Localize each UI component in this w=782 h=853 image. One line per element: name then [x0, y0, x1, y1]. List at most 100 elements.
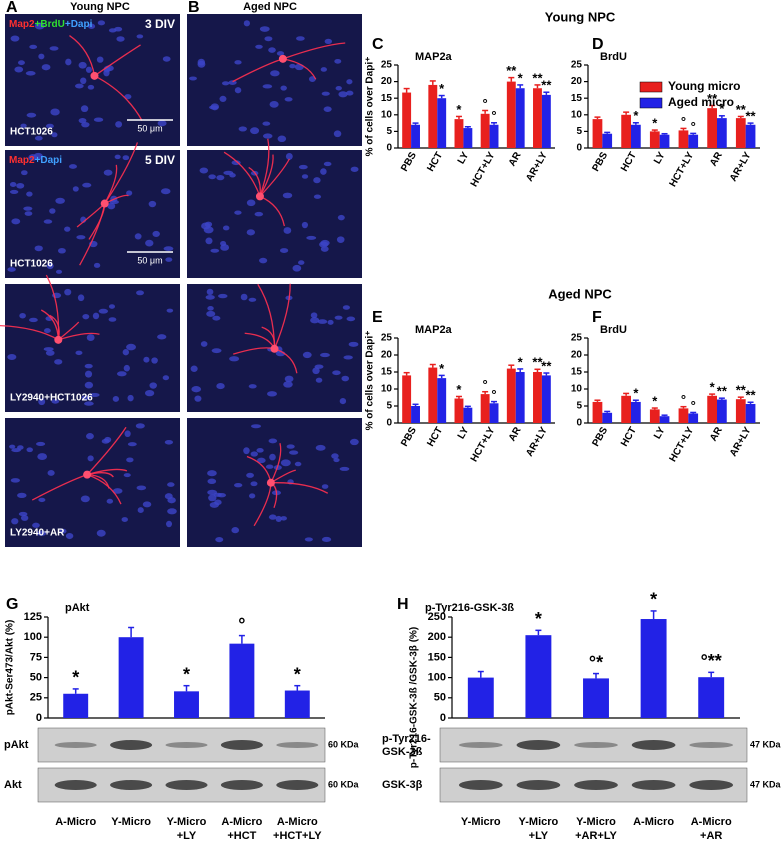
nucleus: [7, 267, 16, 272]
x-tick-line: Y-Micro: [461, 816, 501, 828]
blot-row-label-line: pAkt: [4, 739, 29, 751]
nucleus: [335, 85, 342, 91]
blot-band: [220, 780, 263, 790]
x-tick-label: AR: [708, 425, 725, 444]
nucleus: [157, 334, 167, 340]
y-tick-label: 15: [381, 367, 393, 378]
nucleus: [43, 328, 51, 334]
nucleus: [285, 152, 293, 160]
error-bar: [737, 396, 744, 400]
nucleus: [10, 478, 21, 483]
error-bar: [128, 626, 135, 638]
bar: [649, 131, 660, 148]
x-tick-label: HCT: [619, 425, 639, 448]
image-background: [5, 14, 180, 146]
bar: [678, 130, 689, 148]
error-bar: [708, 671, 715, 678]
y-tick-label: 25: [571, 333, 583, 344]
bar: [602, 133, 613, 148]
bar: [463, 128, 473, 148]
nucleus: [250, 451, 258, 457]
y-tick-label: 100: [24, 631, 42, 643]
nucleus: [51, 132, 58, 138]
micrograph: [5, 418, 180, 547]
significance-marker: **: [532, 355, 543, 370]
nucleus: [87, 455, 94, 462]
x-tick-label: A-Micro +HCT+LY: [273, 816, 322, 842]
y-tick-label: 20: [571, 76, 583, 87]
nucleus: [108, 317, 117, 322]
nucleus: [265, 464, 274, 469]
bar: [698, 677, 725, 718]
nucleus: [276, 51, 285, 56]
x-tick-label: A-Micro +HCT: [221, 816, 262, 842]
x-tick-line: +HCT+LY: [273, 830, 322, 842]
y-axis-label: pAkt-Ser473/Akt (%): [5, 620, 16, 716]
nucleus: [319, 241, 329, 248]
nucleus: [279, 248, 289, 253]
x-tick-label: HCT+LY: [668, 150, 697, 189]
nucleus: [246, 229, 255, 236]
treatment-label: HCT1026: [10, 127, 53, 138]
error-bar: [604, 131, 611, 134]
x-tick-label: PBS: [399, 425, 419, 449]
nucleus: [84, 363, 93, 369]
error-bar: [594, 399, 601, 402]
nucleus: [64, 226, 71, 232]
chart-title: MAP2a: [415, 51, 453, 63]
x-tick-line: +LY: [529, 830, 549, 842]
panel-letter: A: [6, 0, 18, 16]
nucleus: [220, 241, 227, 247]
nucleus: [210, 248, 220, 253]
significance-marker: °: [681, 392, 686, 407]
nucleus: [23, 206, 33, 211]
scale-label: 50 μm: [137, 255, 162, 265]
legend-label: Aged micro: [668, 95, 734, 109]
nucleus: [98, 308, 109, 314]
error-bar: [718, 397, 725, 400]
nucleus: [126, 457, 134, 463]
nucleus: [189, 76, 197, 81]
error-bar: [491, 400, 498, 404]
nucleus: [26, 191, 33, 197]
nucleus: [26, 447, 33, 453]
bar: [402, 375, 412, 423]
x-tick-label: LY: [456, 150, 472, 166]
nucleus: [280, 459, 291, 467]
neurite: [259, 138, 270, 197]
error-bar: [508, 76, 515, 82]
nucleus: [323, 106, 332, 112]
chart-title: BrdU: [600, 324, 627, 336]
y-tick-label: 75: [30, 651, 42, 663]
nucleus: [270, 70, 280, 77]
bar: [592, 119, 603, 148]
significance-marker: *: [456, 382, 462, 397]
nucleus: [254, 211, 264, 217]
nucleus: [284, 97, 293, 102]
bar: [745, 124, 756, 148]
error-bar: [294, 684, 301, 691]
significance-marker: °: [691, 119, 696, 134]
nucleus: [302, 351, 312, 359]
panel-letter: H: [397, 596, 409, 613]
nucleus: [348, 341, 359, 347]
nucleus: [284, 375, 294, 383]
significance-marker: °: [491, 387, 496, 402]
x-tick-label: HCT+LY: [469, 425, 498, 464]
bar: [402, 92, 412, 148]
bar: [428, 367, 438, 423]
neurite: [270, 443, 282, 483]
blot-row-label-line: Akt: [4, 779, 22, 791]
x-tick-label: Y-Micro +LY: [519, 816, 559, 842]
error-bar: [650, 610, 657, 620]
nucleus: [222, 225, 230, 231]
x-tick-label: A-Micro: [633, 816, 674, 828]
nucleus: [333, 457, 340, 463]
error-bar: [464, 126, 471, 129]
y-tick-label: 15: [381, 93, 393, 104]
treatment-label: LY2940+AR: [10, 528, 65, 539]
nucleus: [65, 58, 72, 66]
bar: [735, 399, 746, 423]
panel-title: Young NPC: [70, 1, 130, 13]
significance-marker: *: [535, 609, 542, 629]
